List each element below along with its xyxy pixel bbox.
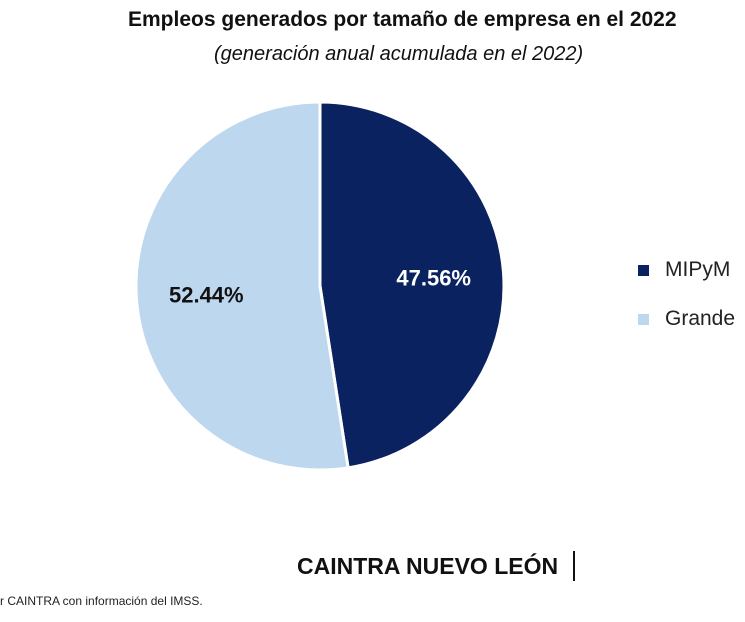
legend-item-mipymes: MIPyM (638, 258, 730, 282)
legend-item-grandes: Grande (638, 307, 735, 331)
legend-label-grandes: Grande (665, 307, 736, 330)
brand-text: CAINTRA NUEVO LEÓN (297, 553, 559, 579)
source-note: r CAINTRA con información del IMSS. (0, 594, 203, 608)
pie-slice-grandes (134, 100, 350, 472)
pie-slice-mipymes (318, 100, 506, 470)
chart-title: Empleos generados por tamaño de empresa … (128, 8, 677, 31)
legend-label-mipymes: MIPyM (665, 258, 731, 281)
legend-swatch-mipymes (638, 264, 649, 276)
data-label-mipymes: 47.56% (396, 265, 471, 290)
text-cursor (573, 551, 575, 581)
chart-subtitle: (generación anual acumulada en el 2022) (214, 43, 584, 65)
data-label-grandes: 52.44% (169, 283, 244, 308)
legend-swatch-grandes (638, 313, 649, 325)
